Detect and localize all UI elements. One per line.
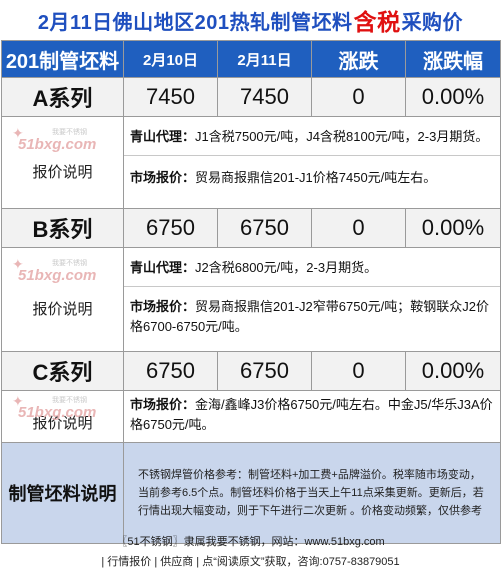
price-date1: 6750 bbox=[123, 208, 218, 248]
bottom-line2: | 行情报价 | 供应商 | 点“阅读原文”获取，咨询:0757-8387905… bbox=[101, 556, 400, 568]
note-line-label: 市场报价： bbox=[130, 170, 196, 185]
watermark-sub: 我要不锈钢 bbox=[52, 397, 87, 404]
bottom-info: 〖51不锈钢〗隶属我要不锈钢，网站：www.51bxg.com | 行情报价 |… bbox=[0, 532, 501, 572]
logo-star-icon: ✦ bbox=[12, 256, 24, 272]
title-suffix: 采购价 bbox=[401, 11, 464, 34]
note-line: 市场报价：贸易商报鼎信201-J1价格7450元/吨左右。 bbox=[124, 156, 500, 188]
price-change-pct: 0.00% bbox=[405, 77, 501, 117]
watermark-sub: 我要不锈钢 bbox=[52, 129, 87, 136]
watermark-mark: 51bxg.com bbox=[18, 136, 97, 153]
note-line-label: 青山代理： bbox=[130, 260, 196, 275]
note-line: 市场报价：贸易商报鼎信201-J2窄带6750元/吨；鞍钢联众J2价格6700-… bbox=[124, 287, 500, 337]
table-row: A系列 7450 7450 0 0.00% bbox=[1, 77, 501, 117]
note-line-label: 青山代理： bbox=[130, 129, 196, 144]
header-product: 201制管坯料 bbox=[1, 40, 124, 78]
logo-star-icon: ✦ bbox=[12, 125, 24, 141]
note-content: 市场报价：金海/鑫峰J3价格6750元/吨左右。中金J5/华乐J3A价格6750… bbox=[123, 390, 501, 443]
table-row: B系列 6750 6750 0 0.00% bbox=[1, 208, 501, 248]
price-change: 0 bbox=[311, 351, 406, 391]
divider bbox=[124, 286, 500, 287]
price-change-pct: 0.00% bbox=[405, 351, 501, 391]
note-row: ✦ 我要不锈钢 51bxg.com 报价说明 青山代理：J2含税6800元/吨，… bbox=[1, 247, 501, 352]
watermark-logo: ✦ 我要不锈钢 51bxg.com bbox=[12, 125, 96, 155]
note-line-label: 市场报价： bbox=[130, 397, 196, 412]
note-label: 报价说明 bbox=[32, 164, 93, 181]
footer-row: 制管坯料说明 不锈钢焊管价格参考：制管坯料+加工费+品牌溢价。税率随市场变动，当… bbox=[1, 442, 501, 544]
note-line: 市场报价：金海/鑫峰J3价格6750元/吨左右。中金J5/华乐J3A价格6750… bbox=[124, 391, 500, 435]
watermark-sub: 我要不锈钢 bbox=[52, 260, 87, 267]
header-change: 涨跌 bbox=[311, 40, 406, 78]
note-line-label: 市场报价： bbox=[130, 299, 196, 314]
watermark-mark: 51bxg.com bbox=[18, 404, 97, 421]
price-change-pct: 0.00% bbox=[405, 208, 501, 248]
footer-description: 不锈钢焊管价格参考：制管坯料+加工费+品牌溢价。税率随市场变动，当前参考6.5个… bbox=[123, 442, 501, 544]
logo-star-icon: ✦ bbox=[12, 393, 24, 409]
series-name: A系列 bbox=[1, 77, 124, 117]
note-content: 青山代理：J1含税7500元/吨，J4含税8100元/吨，2-3月期货。 市场报… bbox=[123, 116, 501, 209]
note-line: 青山代理：J2含税6800元/吨，2-3月期货。 bbox=[124, 248, 500, 278]
note-label-cell: ✦ 我要不锈钢 51bxg.com 报价说明 bbox=[1, 247, 124, 352]
title-highlight: 含税 bbox=[353, 9, 401, 35]
series-name: B系列 bbox=[1, 208, 124, 248]
note-line-text: J2含税6800元/吨，2-3月期货。 bbox=[195, 260, 378, 275]
table-header: 201制管坯料 2月10日 2月11日 涨跌 涨跌幅 bbox=[1, 40, 501, 78]
price-change: 0 bbox=[311, 208, 406, 248]
header-date2: 2月11日 bbox=[217, 40, 312, 78]
note-row: ✦ 我要不锈钢 51bxg.com 报价说明 青山代理：J1含税7500元/吨，… bbox=[1, 116, 501, 209]
footer-label: 制管坯料说明 bbox=[1, 442, 124, 544]
price-date1: 7450 bbox=[123, 77, 218, 117]
note-line: 青山代理：J1含税7500元/吨，J4含税8100元/吨，2-3月期货。 bbox=[124, 117, 500, 147]
price-date2: 6750 bbox=[217, 351, 312, 391]
note-line-text: 金海/鑫峰J3价格6750元/吨左右。中金J5/华乐J3A价格6750元/吨。 bbox=[130, 397, 493, 432]
watermark-logo: ✦ 我要不锈钢 51bxg.com bbox=[12, 256, 96, 286]
note-line-text: J1含税7500元/吨，J4含税8100元/吨，2-3月期货。 bbox=[195, 129, 489, 144]
note-label: 报价说明 bbox=[32, 301, 93, 318]
table-row: C系列 6750 6750 0 0.00% bbox=[1, 351, 501, 391]
price-date1: 6750 bbox=[123, 351, 218, 391]
note-content: 青山代理：J2含税6800元/吨，2-3月期货。 市场报价：贸易商报鼎信201-… bbox=[123, 247, 501, 352]
note-label-cell: ✦ 我要不锈钢 51bxg.com 报价说明 bbox=[1, 390, 124, 443]
note-line-text: 贸易商报鼎信201-J2窄带6750元/吨；鞍钢联众J2价格6700-6750元… bbox=[130, 299, 490, 334]
title-prefix: 2月11日佛山地区201热轧制管坯料 bbox=[37, 11, 353, 34]
header-date1: 2月10日 bbox=[123, 40, 218, 78]
note-label: 报价说明 bbox=[32, 415, 93, 432]
bottom-line1: 〖51不锈钢〗隶属我要不锈钢，网站：www.51bxg.com bbox=[116, 536, 385, 548]
header-change-pct: 涨跌幅 bbox=[405, 40, 501, 78]
price-change: 0 bbox=[311, 77, 406, 117]
price-date2: 6750 bbox=[217, 208, 312, 248]
price-date2: 7450 bbox=[217, 77, 312, 117]
series-name: C系列 bbox=[1, 351, 124, 391]
note-row: ✦ 我要不锈钢 51bxg.com 报价说明 市场报价：金海/鑫峰J3价格675… bbox=[1, 390, 501, 443]
divider bbox=[124, 155, 500, 156]
watermark-mark: 51bxg.com bbox=[18, 267, 97, 284]
price-table: 201制管坯料 2月10日 2月11日 涨跌 涨跌幅 A系列 7450 7450… bbox=[1, 40, 501, 544]
note-label-cell: ✦ 我要不锈钢 51bxg.com 报价说明 bbox=[1, 116, 124, 209]
page-title: 2月11日佛山地区201热轧制管坯料 含税 采购价 bbox=[0, 0, 501, 40]
note-line-text: 贸易商报鼎信201-J1价格7450元/吨左右。 bbox=[195, 170, 437, 185]
watermark-logo: ✦ 我要不锈钢 51bxg.com bbox=[12, 393, 96, 423]
